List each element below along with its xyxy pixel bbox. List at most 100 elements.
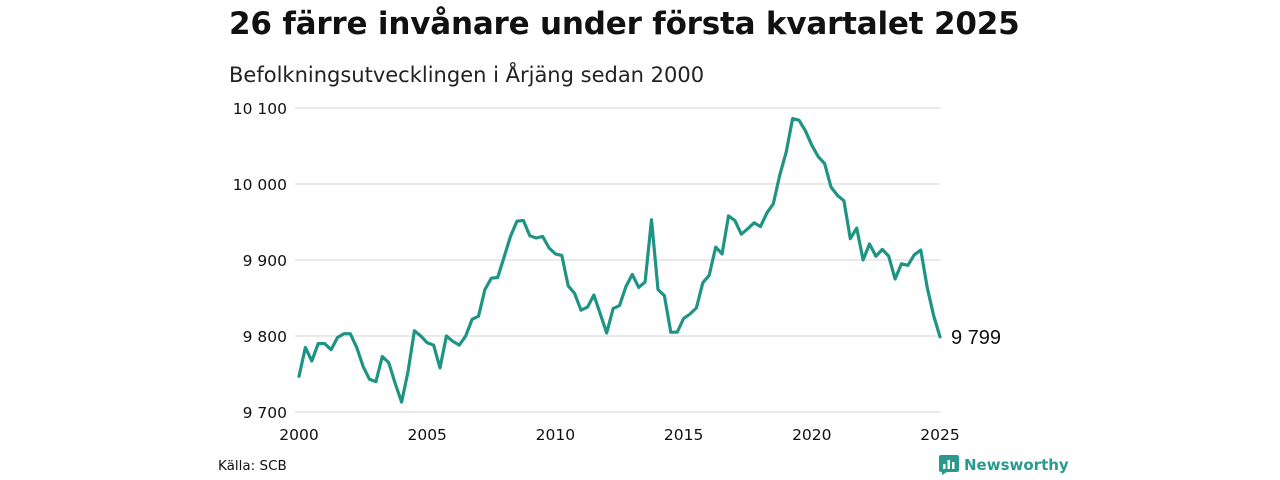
data-point [554, 252, 557, 256]
data-point [515, 220, 519, 223]
data-point [317, 342, 320, 345]
data-point [913, 253, 916, 256]
x-tick-label: 2020 [792, 426, 831, 444]
data-point [349, 332, 352, 335]
data-point [406, 370, 410, 373]
data-point [836, 194, 839, 197]
x-tick-label: 2010 [536, 426, 575, 444]
data-point [374, 380, 378, 383]
data-point [426, 341, 429, 344]
data-point [842, 199, 846, 202]
data-point [323, 342, 326, 345]
data-point [631, 273, 634, 276]
data-point [676, 331, 679, 334]
y-tick-label: 9 900 [243, 252, 287, 270]
data-point [932, 314, 935, 317]
data-point [297, 375, 301, 378]
data-point [810, 144, 813, 147]
data-point [861, 258, 865, 262]
newsworthy-logo[interactable]: Newsworthy [939, 455, 1069, 475]
data-point [605, 331, 608, 335]
data-point [310, 359, 313, 363]
data-point [368, 378, 371, 381]
data-labels: 9 799 [951, 327, 1001, 349]
axis-labels: 9 700 9 800 9 900 10 000 10 100 2000 2005 2010 2… [233, 100, 960, 444]
series-layer [297, 117, 942, 404]
data-point [637, 286, 640, 289]
x-tick-label: 2005 [407, 426, 446, 444]
data-point [708, 274, 711, 277]
x-tick-label: 2000 [279, 426, 318, 444]
data-point [483, 288, 487, 291]
data-point [759, 225, 762, 228]
data-point [400, 400, 403, 404]
data-point [336, 336, 339, 339]
data-point [528, 234, 531, 237]
newsworthy-logo-text: Newsworthy [964, 456, 1069, 474]
data-point [926, 286, 929, 289]
data-point [624, 285, 628, 288]
data-point [695, 306, 698, 310]
data-point [393, 381, 397, 385]
chart-subtitle: Befolkningsutvecklingen i Årjäng sedan 2… [229, 63, 705, 87]
data-point [560, 254, 563, 257]
data-point [541, 235, 544, 238]
data-point [567, 284, 570, 287]
data-point [701, 281, 704, 284]
data-point [727, 214, 730, 218]
data-point [823, 162, 826, 165]
data-point [432, 343, 435, 347]
data-point [464, 334, 467, 338]
data-point [547, 246, 551, 249]
data-point [438, 366, 442, 370]
chart-title: 26 färre invånare under första kvartalet… [229, 6, 1020, 42]
data-point [470, 318, 474, 321]
x-tick-label: 2025 [920, 426, 959, 444]
data-point [791, 117, 794, 120]
data-point [797, 119, 801, 122]
newsworthy-logo-icon [939, 455, 959, 475]
data-point [502, 255, 506, 259]
data-point [611, 307, 615, 310]
data-point [881, 248, 884, 251]
data-point [342, 332, 346, 335]
data-point [490, 277, 493, 280]
data-point [868, 242, 871, 246]
data-point [656, 288, 660, 291]
data-point [733, 219, 737, 222]
data-point [355, 346, 358, 349]
y-tick-label: 10 100 [233, 100, 287, 118]
data-point [663, 294, 666, 297]
data-point [496, 276, 499, 279]
y-tick-label: 9 700 [243, 404, 287, 422]
data-point [592, 293, 596, 297]
data-point [720, 252, 724, 256]
data-point [445, 334, 448, 338]
data-point [887, 255, 890, 258]
data-point [643, 280, 647, 284]
data-point [361, 365, 365, 368]
data-point [669, 331, 672, 334]
data-point [855, 226, 858, 230]
data-point [874, 255, 878, 258]
data-point [304, 346, 307, 349]
data-point [573, 292, 576, 295]
data-point [804, 129, 807, 132]
y-tick-label: 9 800 [243, 328, 287, 346]
data-point [785, 150, 788, 154]
data-point [618, 304, 621, 307]
data-point [746, 227, 749, 230]
data-point [714, 245, 717, 249]
data-point [599, 312, 602, 316]
data-point [381, 355, 384, 358]
data-point [900, 262, 903, 265]
y-tick-label: 10 000 [233, 176, 287, 194]
data-point [849, 237, 852, 240]
data-point [477, 315, 480, 318]
data-point [893, 277, 897, 281]
data-point [817, 155, 820, 158]
data-point [688, 312, 692, 316]
data-point [329, 348, 333, 351]
data-point [413, 329, 416, 332]
